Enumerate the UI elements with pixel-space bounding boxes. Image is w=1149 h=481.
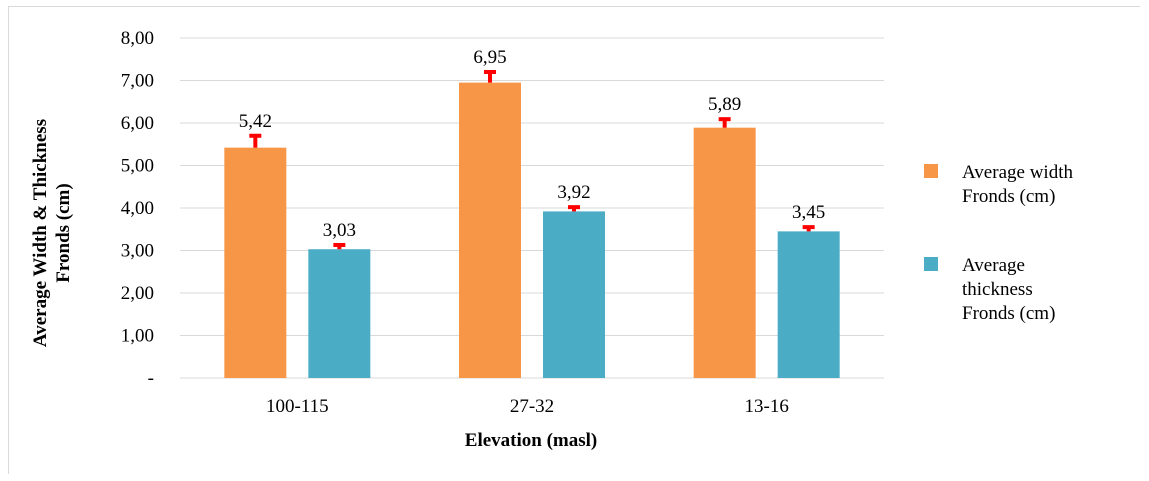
x-axis-ticks: 100-115 27-32 13-16 (266, 396, 789, 417)
bars (224, 82, 840, 378)
y-tick-label-3: 3,00 (121, 241, 154, 262)
data-label-series1-0: 3,03 (323, 220, 356, 241)
bar-series0-1 (459, 82, 521, 378)
legend-label-1-line-1: thickness (962, 279, 1033, 300)
bar-series1-0 (308, 249, 371, 378)
y-axis-title-line-2: Fronds (cm) (53, 183, 74, 282)
bar-series0-0 (224, 147, 287, 378)
y-tick-label-4: 4,00 (121, 198, 154, 219)
y-axis-title-line-1: Average Width & Thickness (30, 119, 51, 347)
y-tick-label-8: 8,00 (121, 28, 154, 49)
bar-series1-2 (777, 231, 840, 378)
legend-label-0-line-1: Fronds (cm) (962, 186, 1055, 207)
legend-label-0-line-0: Average width (962, 162, 1073, 183)
y-tick-label-7: 7,00 (121, 71, 154, 92)
y-axis-title: Average Width & Thickness Fronds (cm) (30, 119, 74, 347)
data-label-series0-1: 6,95 (473, 47, 506, 68)
x-tick-label-2: 13-16 (745, 396, 789, 417)
x-axis-title: Elevation (masl) (465, 430, 597, 451)
legend-swatch-0 (924, 164, 938, 178)
chart-frame (8, 6, 1140, 474)
legend-swatch-1 (924, 257, 938, 271)
y-tick-label-6: 6,00 (121, 113, 154, 134)
bar-series1-1 (543, 211, 605, 378)
x-tick-label-1: 27-32 (510, 396, 554, 417)
y-tick-label-1: 1,00 (121, 326, 154, 347)
data-label-series1-1: 3,92 (557, 182, 590, 203)
legend: Average width Fronds (cm) Average thickness… (924, 162, 1073, 324)
y-tick-label-5: 5,00 (121, 156, 154, 177)
data-label-series0-0: 5,42 (239, 111, 272, 132)
legend-label-1-line-0: Average (962, 255, 1025, 276)
data-label-series1-2: 3,45 (792, 202, 825, 223)
error-bars (249, 70, 815, 250)
legend-label-1-line-2: Fronds (cm) (962, 303, 1055, 324)
x-tick-label-0: 100-115 (266, 396, 329, 417)
y-tick-label-0: - (148, 368, 154, 389)
bar-series0-2 (693, 127, 756, 378)
gridlines (180, 37, 884, 379)
data-label-series0-2: 5,89 (708, 94, 741, 115)
y-axis-ticks: - 1,00 2,00 3,00 4,00 5,00 6,00 7,00 8,00 (121, 28, 154, 389)
data-labels: 5,42 3,03 6,95 3,92 5,89 3,45 (239, 47, 826, 241)
y-tick-label-2: 2,00 (121, 283, 154, 304)
